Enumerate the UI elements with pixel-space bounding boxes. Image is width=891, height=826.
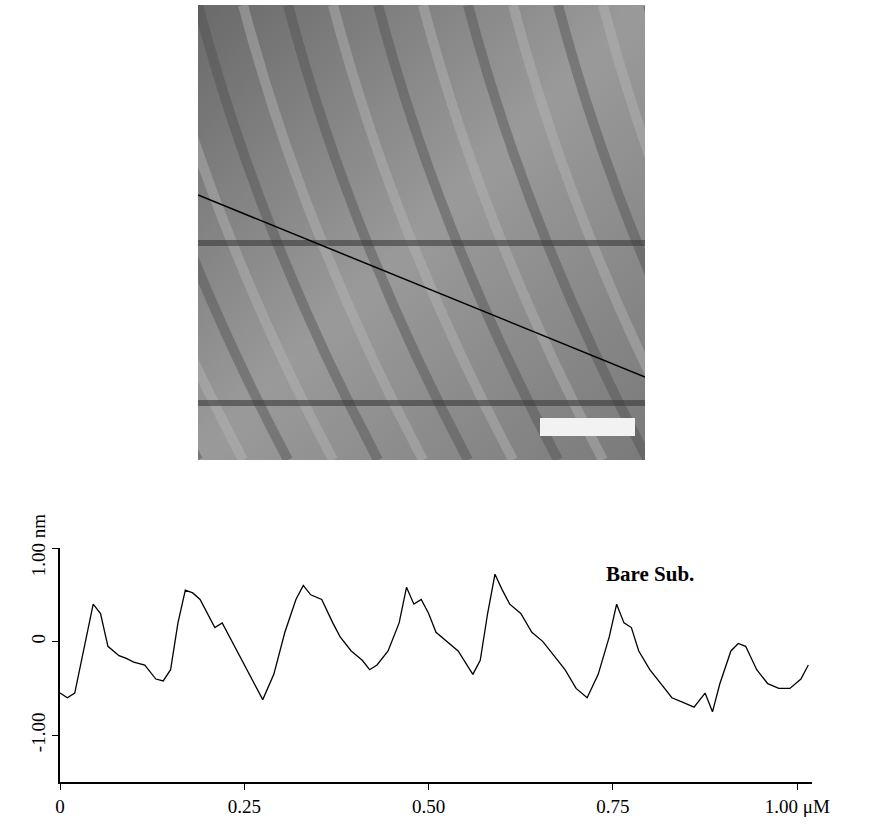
svg-text:Bare Sub.: Bare Sub. [606, 562, 694, 586]
svg-text:1.00 μM: 1.00 μM [765, 796, 830, 817]
svg-text:1.00 nm: 1.00 nm [28, 514, 49, 577]
svg-text:0.75: 0.75 [596, 796, 629, 817]
svg-text:0.50: 0.50 [412, 796, 445, 817]
svg-text:0: 0 [55, 796, 65, 817]
svg-text:0: 0 [28, 634, 49, 644]
svg-text:0.25: 0.25 [228, 796, 261, 817]
svg-text:-1.00: -1.00 [28, 713, 49, 753]
